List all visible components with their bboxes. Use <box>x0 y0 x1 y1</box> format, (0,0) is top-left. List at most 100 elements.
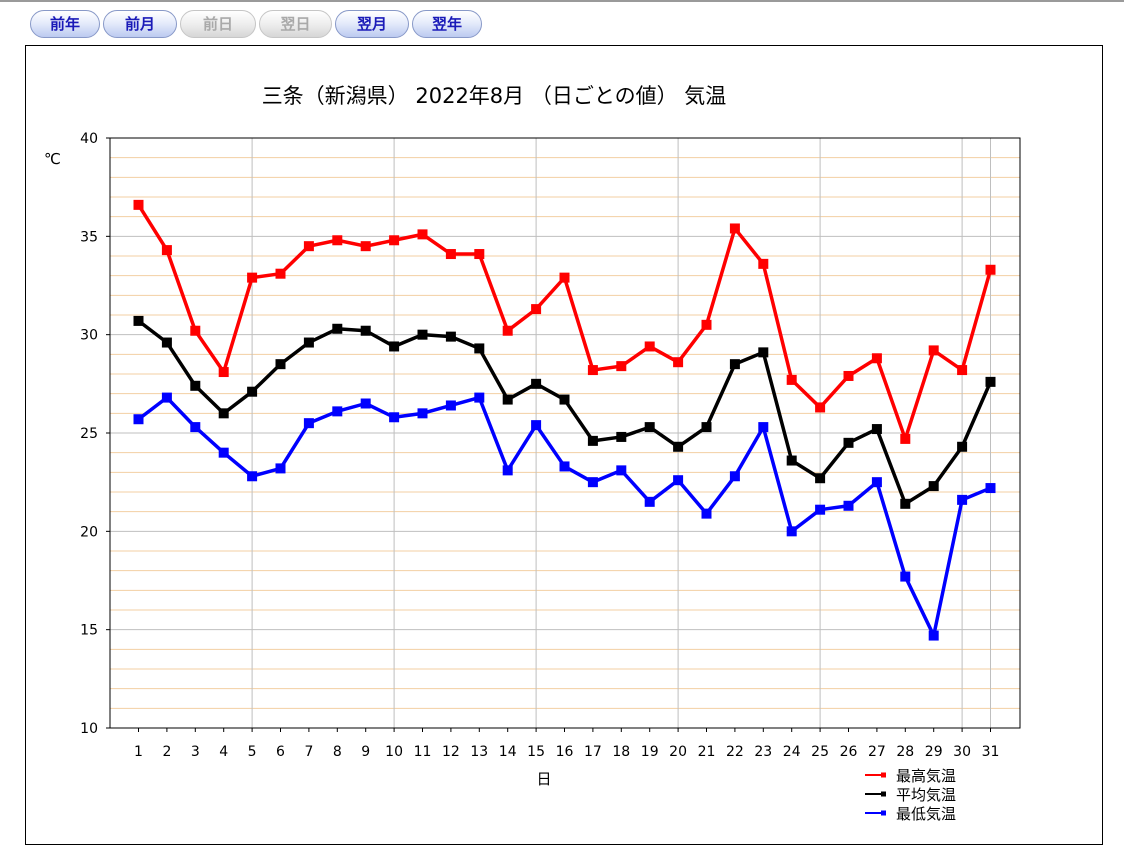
x-tick-label: 25 <box>811 744 829 760</box>
x-tick-label: 24 <box>783 744 801 760</box>
x-tick-label: 12 <box>442 744 460 760</box>
data-point <box>417 329 428 340</box>
x-tick-label: 15 <box>527 744 545 760</box>
data-point <box>190 380 201 391</box>
x-tick-label: 21 <box>698 744 716 760</box>
data-point <box>360 398 371 409</box>
data-point <box>360 241 371 252</box>
data-point <box>729 471 740 482</box>
top-rule <box>0 0 1124 2</box>
legend-label: 最高気温 <box>896 767 956 785</box>
data-point <box>531 304 542 315</box>
data-point <box>758 347 769 358</box>
data-point <box>900 571 911 582</box>
data-point <box>275 463 286 474</box>
x-tick-label: 19 <box>641 744 659 760</box>
data-point <box>957 441 968 452</box>
data-point <box>900 433 911 444</box>
nav-button-5[interactable]: 翌月 <box>335 10 409 38</box>
nav-button-1[interactable]: 前年 <box>30 10 100 38</box>
legend-item-2: 平均気温 <box>865 786 956 804</box>
data-point <box>161 392 172 403</box>
data-point <box>701 422 712 433</box>
series-2 <box>133 315 996 509</box>
legend-swatch-marker <box>881 772 886 778</box>
data-point <box>332 235 343 246</box>
data-point <box>758 258 769 269</box>
x-tick-label: 1 <box>134 744 143 760</box>
data-point <box>417 229 428 240</box>
data-point <box>389 412 400 423</box>
data-point <box>985 376 996 387</box>
x-tick-label: 10 <box>385 744 403 760</box>
data-point <box>644 496 655 507</box>
y-tick-label: 30 <box>80 328 98 344</box>
data-point <box>502 325 513 336</box>
x-tick-label: 27 <box>868 744 886 760</box>
data-point <box>275 268 286 279</box>
x-tick-label: 23 <box>754 744 772 760</box>
x-tick-label: 28 <box>896 744 914 760</box>
data-point <box>247 471 258 482</box>
y-tick-label: 35 <box>80 229 98 245</box>
nav-button-6[interactable]: 翌年 <box>412 10 482 38</box>
data-point <box>758 422 769 433</box>
data-point <box>474 343 485 354</box>
major-gridlines <box>110 138 1020 728</box>
data-point <box>985 264 996 275</box>
data-point <box>531 420 542 431</box>
data-point <box>871 424 882 435</box>
data-point <box>673 475 684 486</box>
x-tick-label: 22 <box>726 744 744 760</box>
x-tick-label: 8 <box>333 744 342 760</box>
data-point <box>190 325 201 336</box>
data-point <box>957 365 968 376</box>
data-point <box>871 353 882 364</box>
data-point <box>303 241 314 252</box>
x-tick-label: 31 <box>982 744 1000 760</box>
data-point <box>445 249 456 260</box>
data-point <box>218 447 229 458</box>
data-point <box>218 408 229 419</box>
legend-swatch-marker <box>881 810 886 816</box>
data-point <box>587 435 598 446</box>
x-tick-label: 20 <box>669 744 687 760</box>
x-tick-label: 16 <box>556 744 574 760</box>
data-point <box>843 500 854 511</box>
data-point <box>815 504 826 515</box>
data-point <box>133 315 144 326</box>
data-point <box>190 422 201 433</box>
data-point <box>559 461 570 472</box>
data-point <box>587 477 598 488</box>
x-tick-label: 17 <box>584 744 602 760</box>
data-point <box>303 337 314 348</box>
data-point <box>644 422 655 433</box>
data-point <box>531 378 542 389</box>
data-point <box>417 408 428 419</box>
y-tick-label: 10 <box>80 721 98 737</box>
data-point <box>389 235 400 246</box>
data-point <box>474 392 485 403</box>
data-point <box>701 508 712 519</box>
data-point <box>928 630 939 641</box>
chart-frame: 三条（新潟県） 2022年8月 （日ごとの値） 気温 ℃ 10 15 20 25 30 3… <box>25 45 1103 845</box>
legend-item-3: 最低気温 <box>865 805 956 823</box>
data-point <box>133 414 144 425</box>
nav-button-2[interactable]: 前月 <box>103 10 177 38</box>
x-tick-label: 7 <box>304 744 313 760</box>
data-point <box>985 483 996 494</box>
x-tick-label: 4 <box>219 744 228 760</box>
data-point <box>616 361 627 372</box>
legend-label: 平均気温 <box>896 786 956 804</box>
data-point <box>729 359 740 370</box>
data-point <box>673 357 684 368</box>
y-axis-ticks: 10 15 20 25 30 35 40 <box>80 131 110 737</box>
data-point <box>161 245 172 256</box>
data-point <box>587 365 598 376</box>
legend-item-1: 最高気温 <box>865 767 956 785</box>
x-tick-label: 30 <box>953 744 971 760</box>
data-point <box>928 345 939 356</box>
x-tick-label: 14 <box>499 744 517 760</box>
x-axis-label: 日 <box>536 770 551 788</box>
series-3 <box>133 392 996 641</box>
